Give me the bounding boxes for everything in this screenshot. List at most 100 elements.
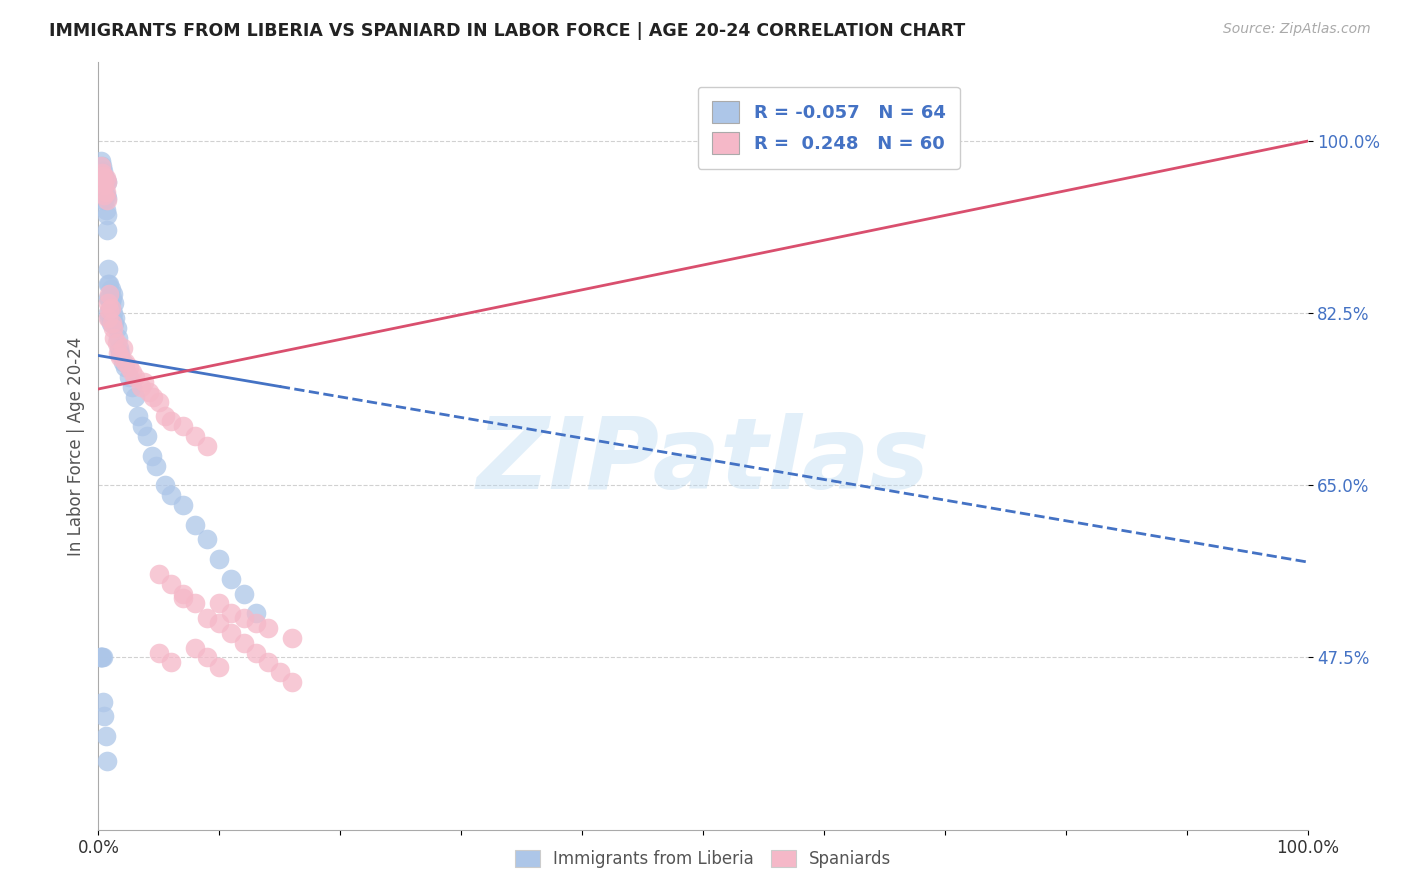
Point bbox=[195, 533, 218, 547]
Point bbox=[93, 169, 115, 183]
Point bbox=[281, 675, 304, 690]
Point bbox=[100, 316, 122, 330]
Point bbox=[97, 306, 120, 320]
Point bbox=[281, 631, 304, 645]
Point bbox=[91, 650, 114, 665]
Point bbox=[96, 222, 118, 236]
Point bbox=[90, 153, 112, 168]
Point bbox=[91, 163, 114, 178]
Point bbox=[100, 311, 122, 326]
Point bbox=[96, 176, 118, 190]
Point bbox=[245, 615, 267, 630]
Point bbox=[221, 606, 243, 620]
Point bbox=[134, 375, 156, 389]
Point bbox=[103, 316, 125, 330]
Point bbox=[93, 193, 115, 207]
Point bbox=[172, 498, 194, 512]
Point bbox=[184, 596, 207, 610]
Text: ZIPatlas: ZIPatlas bbox=[477, 413, 929, 510]
Point bbox=[195, 611, 218, 625]
Point bbox=[89, 650, 111, 665]
Point bbox=[90, 650, 112, 665]
Point bbox=[245, 606, 267, 620]
Point bbox=[94, 729, 117, 743]
Point bbox=[111, 341, 134, 355]
Point bbox=[208, 615, 231, 630]
Point bbox=[269, 665, 291, 680]
Point bbox=[138, 384, 160, 399]
Point bbox=[98, 286, 121, 301]
Text: Source: ZipAtlas.com: Source: ZipAtlas.com bbox=[1223, 22, 1371, 37]
Point bbox=[195, 650, 218, 665]
Point bbox=[97, 277, 120, 291]
Point bbox=[232, 611, 254, 625]
Point bbox=[221, 625, 243, 640]
Point bbox=[184, 429, 207, 443]
Point bbox=[97, 296, 120, 310]
Point bbox=[101, 306, 124, 320]
Point bbox=[184, 517, 207, 532]
Point bbox=[100, 316, 122, 330]
Point bbox=[232, 586, 254, 600]
Point bbox=[96, 191, 118, 205]
Point bbox=[172, 586, 194, 600]
Point bbox=[97, 292, 120, 306]
Point bbox=[93, 188, 115, 202]
Point bbox=[124, 390, 146, 404]
Point bbox=[153, 478, 176, 492]
Point bbox=[221, 572, 243, 586]
Point bbox=[101, 286, 124, 301]
Point bbox=[142, 390, 165, 404]
Point bbox=[160, 488, 183, 502]
Point bbox=[100, 301, 122, 316]
Point bbox=[160, 656, 183, 670]
Point bbox=[100, 282, 122, 296]
Point bbox=[91, 695, 114, 709]
Point bbox=[121, 380, 143, 394]
Point bbox=[245, 646, 267, 660]
Point bbox=[93, 183, 115, 197]
Point bbox=[148, 566, 170, 581]
Point bbox=[90, 650, 112, 665]
Point bbox=[118, 370, 141, 384]
Point bbox=[94, 171, 117, 186]
Point bbox=[232, 636, 254, 650]
Point bbox=[93, 178, 115, 193]
Point bbox=[103, 296, 125, 310]
Point bbox=[118, 360, 141, 375]
Point bbox=[124, 370, 146, 384]
Point bbox=[256, 656, 278, 670]
Point bbox=[107, 345, 129, 359]
Point bbox=[160, 576, 183, 591]
Point bbox=[100, 292, 122, 306]
Point bbox=[148, 394, 170, 409]
Point bbox=[91, 159, 114, 173]
Point bbox=[105, 321, 128, 335]
Point bbox=[121, 365, 143, 379]
Point bbox=[127, 409, 149, 424]
Point bbox=[91, 178, 114, 193]
Point bbox=[172, 591, 194, 606]
Point bbox=[96, 754, 118, 768]
Point bbox=[114, 355, 136, 369]
Point bbox=[96, 208, 118, 222]
Point bbox=[91, 165, 114, 179]
Point bbox=[100, 296, 122, 310]
Point bbox=[103, 331, 125, 345]
Point bbox=[172, 419, 194, 434]
Point bbox=[104, 311, 127, 326]
Point bbox=[208, 596, 231, 610]
Point bbox=[145, 458, 167, 473]
Point bbox=[108, 351, 131, 365]
Point bbox=[98, 311, 121, 326]
Point bbox=[160, 414, 183, 428]
Point bbox=[91, 169, 114, 183]
Point bbox=[98, 277, 121, 291]
Point bbox=[114, 360, 136, 375]
Point bbox=[108, 345, 131, 359]
Point bbox=[141, 449, 163, 463]
Point bbox=[91, 176, 114, 190]
Point bbox=[96, 176, 118, 190]
Point bbox=[148, 646, 170, 660]
Point bbox=[97, 262, 120, 277]
